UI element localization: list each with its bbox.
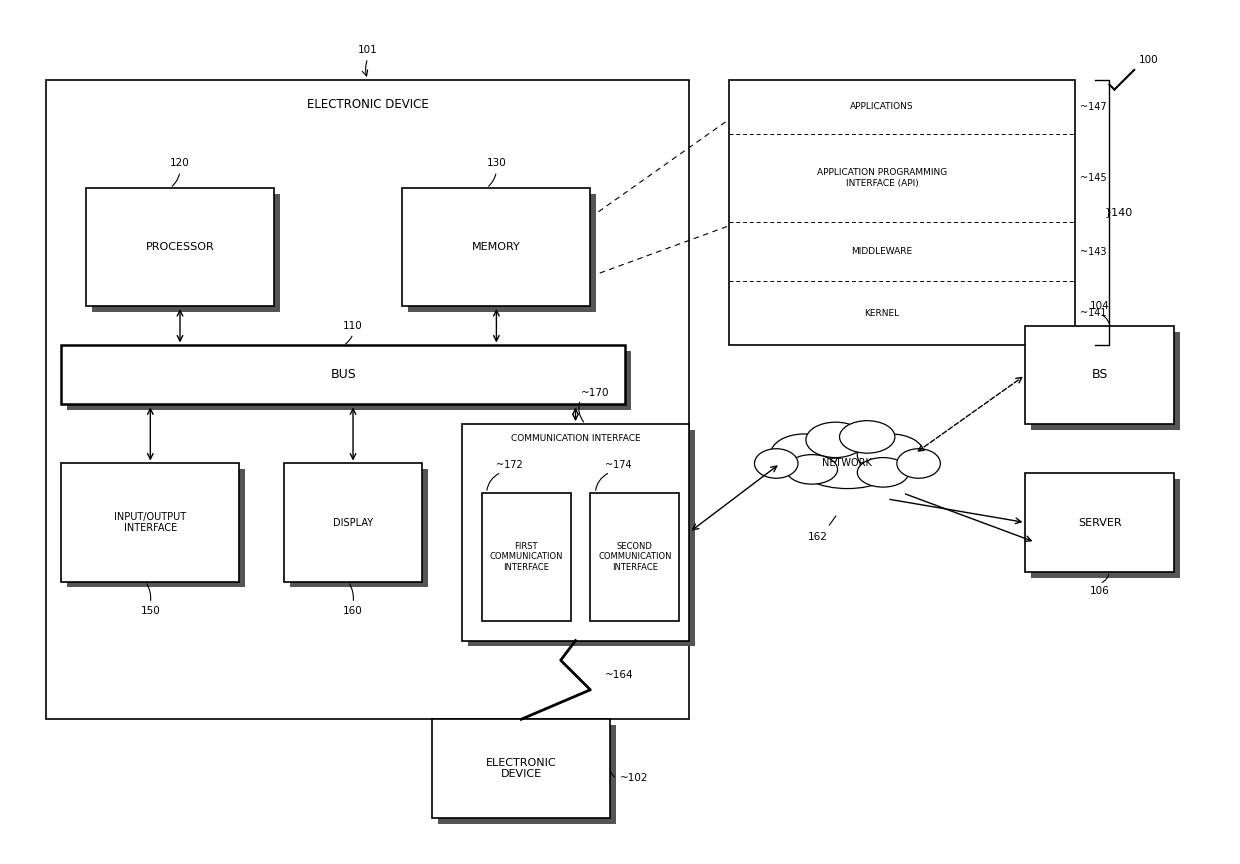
Text: ~141: ~141 [1080, 308, 1106, 319]
Ellipse shape [770, 434, 837, 475]
Text: 104: 104 [1090, 301, 1110, 311]
Text: ~164: ~164 [605, 670, 634, 680]
Text: 100: 100 [1140, 55, 1158, 65]
Text: 110: 110 [343, 321, 363, 331]
Text: NETWORK: NETWORK [822, 459, 873, 468]
Text: BS: BS [1091, 368, 1107, 381]
Text: DISPLAY: DISPLAY [334, 518, 373, 528]
Text: 130: 130 [486, 158, 506, 168]
Text: MIDDLEWARE: MIDDLEWARE [852, 247, 913, 257]
Bar [403, 188, 590, 306]
Bar [46, 79, 689, 720]
Text: ~174: ~174 [605, 461, 632, 470]
Bar [729, 79, 1075, 346]
Text: ~170: ~170 [580, 388, 609, 397]
Text: COMMUNICATION INTERFACE: COMMUNICATION INTERFACE [511, 435, 640, 443]
Bar [1032, 480, 1179, 578]
Text: ~147: ~147 [1080, 102, 1106, 111]
Bar [1032, 332, 1179, 430]
Text: ~145: ~145 [1080, 173, 1106, 183]
Text: 160: 160 [343, 607, 363, 616]
Text: INPUT/OUTPUT
INTERFACE: INPUT/OUTPUT INTERFACE [114, 511, 186, 533]
Bar [61, 346, 625, 404]
Text: 162: 162 [807, 532, 827, 543]
Text: ~102: ~102 [620, 773, 649, 784]
Text: ~143: ~143 [1080, 247, 1106, 257]
Text: PROCESSOR: PROCESSOR [145, 242, 215, 252]
Ellipse shape [857, 434, 925, 475]
Bar [290, 469, 428, 588]
Text: MEMORY: MEMORY [472, 242, 521, 252]
Bar [590, 493, 680, 621]
Text: SERVER: SERVER [1078, 518, 1121, 528]
Ellipse shape [897, 448, 940, 479]
Bar [438, 725, 616, 823]
Bar [432, 720, 610, 817]
Text: 106: 106 [1090, 587, 1110, 596]
Text: BUS: BUS [330, 368, 356, 381]
Text: SECOND
COMMUNICATION
INTERFACE: SECOND COMMUNICATION INTERFACE [598, 542, 672, 572]
Text: ELECTRONIC
DEVICE: ELECTRONIC DEVICE [486, 758, 557, 779]
Text: APPLICATIONS: APPLICATIONS [851, 102, 914, 111]
Bar [467, 430, 696, 646]
Text: ELECTRONIC DEVICE: ELECTRONIC DEVICE [308, 98, 429, 111]
Ellipse shape [796, 438, 899, 488]
Ellipse shape [754, 448, 799, 479]
Bar [61, 463, 239, 581]
Bar [284, 463, 423, 581]
Bar [408, 194, 596, 312]
Bar [67, 352, 631, 410]
Bar [481, 493, 570, 621]
Text: KERNEL: KERNEL [864, 309, 899, 318]
Text: ~172: ~172 [496, 461, 523, 470]
Bar [86, 188, 274, 306]
Ellipse shape [839, 421, 895, 453]
Bar [461, 424, 689, 640]
Text: 150: 150 [140, 607, 160, 616]
Bar [92, 194, 280, 312]
Text: APPLICATION PROGRAMMING
INTERFACE (API): APPLICATION PROGRAMMING INTERFACE (API) [817, 168, 947, 187]
Text: 120: 120 [170, 158, 190, 168]
Bar [1025, 473, 1174, 572]
Ellipse shape [786, 454, 837, 484]
Text: }140: }140 [1105, 207, 1133, 218]
Ellipse shape [806, 422, 866, 458]
Text: 101: 101 [358, 45, 378, 55]
Text: FIRST
COMMUNICATION
INTERFACE: FIRST COMMUNICATION INTERFACE [490, 542, 563, 572]
Ellipse shape [857, 458, 909, 487]
Bar [67, 469, 246, 588]
Bar [1025, 326, 1174, 424]
